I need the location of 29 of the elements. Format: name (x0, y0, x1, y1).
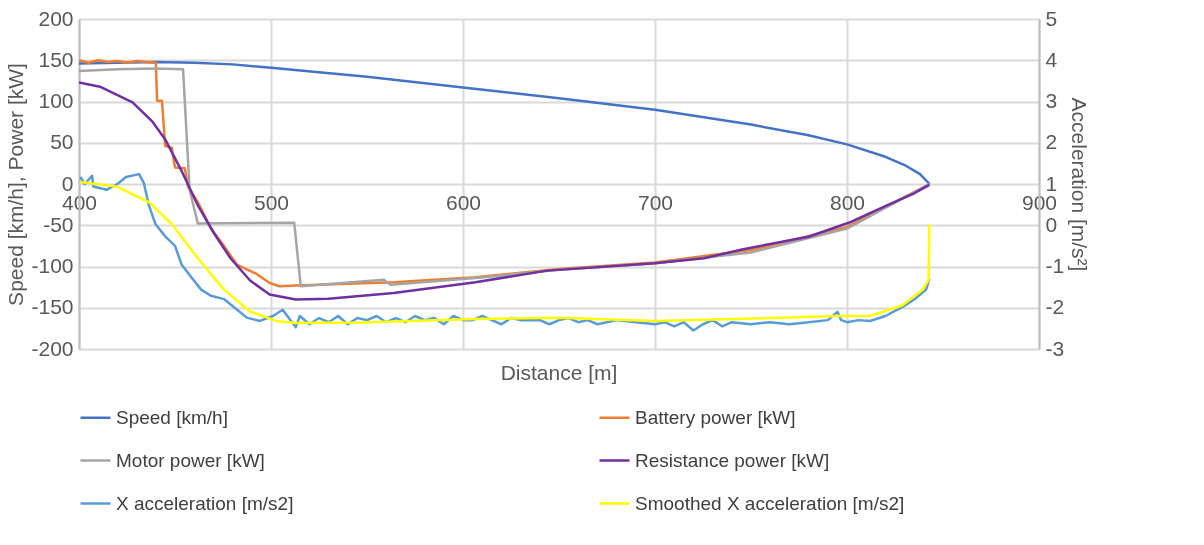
y2-tick-label: -2 (1045, 295, 1065, 319)
y-tick-label: -100 (31, 254, 74, 277)
x-tick-label: 700 (637, 190, 674, 214)
legend-label: Motor power [kW] (116, 449, 265, 471)
y-tick-label: -50 (43, 212, 74, 236)
y-tick-label: 100 (38, 89, 74, 112)
x-tick-label: 500 (253, 190, 290, 214)
y2-tick-label: 3 (1045, 89, 1058, 112)
x-axis-title: Distance [m] (500, 361, 618, 384)
x-tick-label: 800 (829, 190, 866, 214)
y-tick-label: -150 (31, 295, 74, 319)
y-axis-title: Speed [km/h], Power [kW] (4, 63, 28, 306)
y2-tick-label: 2 (1045, 130, 1058, 154)
legend-label: Speed [km/h] (116, 406, 228, 428)
y-tick-label: -200 (31, 336, 74, 360)
y2-axis-title: Acceleration [m/s²] (1068, 97, 1092, 272)
y2-tick-label: 4 (1045, 47, 1058, 71)
legend-label: Battery power [kW] (635, 406, 796, 428)
y2-tick-label: -1 (1045, 254, 1065, 277)
y-tick-label: 150 (38, 47, 74, 71)
y-tick-label: 200 (38, 6, 74, 30)
y2-tick-label: 0 (1045, 212, 1058, 236)
y-tick-label: 50 (50, 130, 74, 154)
legend-label: Smoothed X acceleration [m/s2] (635, 492, 905, 514)
y2-tick-label: 5 (1045, 6, 1058, 30)
legend-label: Resistance power [kW] (635, 449, 830, 471)
legend-label: X acceleration [m/s2] (116, 492, 294, 514)
y2-tick-label: -3 (1045, 336, 1065, 360)
x-tick-label: 600 (445, 190, 482, 214)
